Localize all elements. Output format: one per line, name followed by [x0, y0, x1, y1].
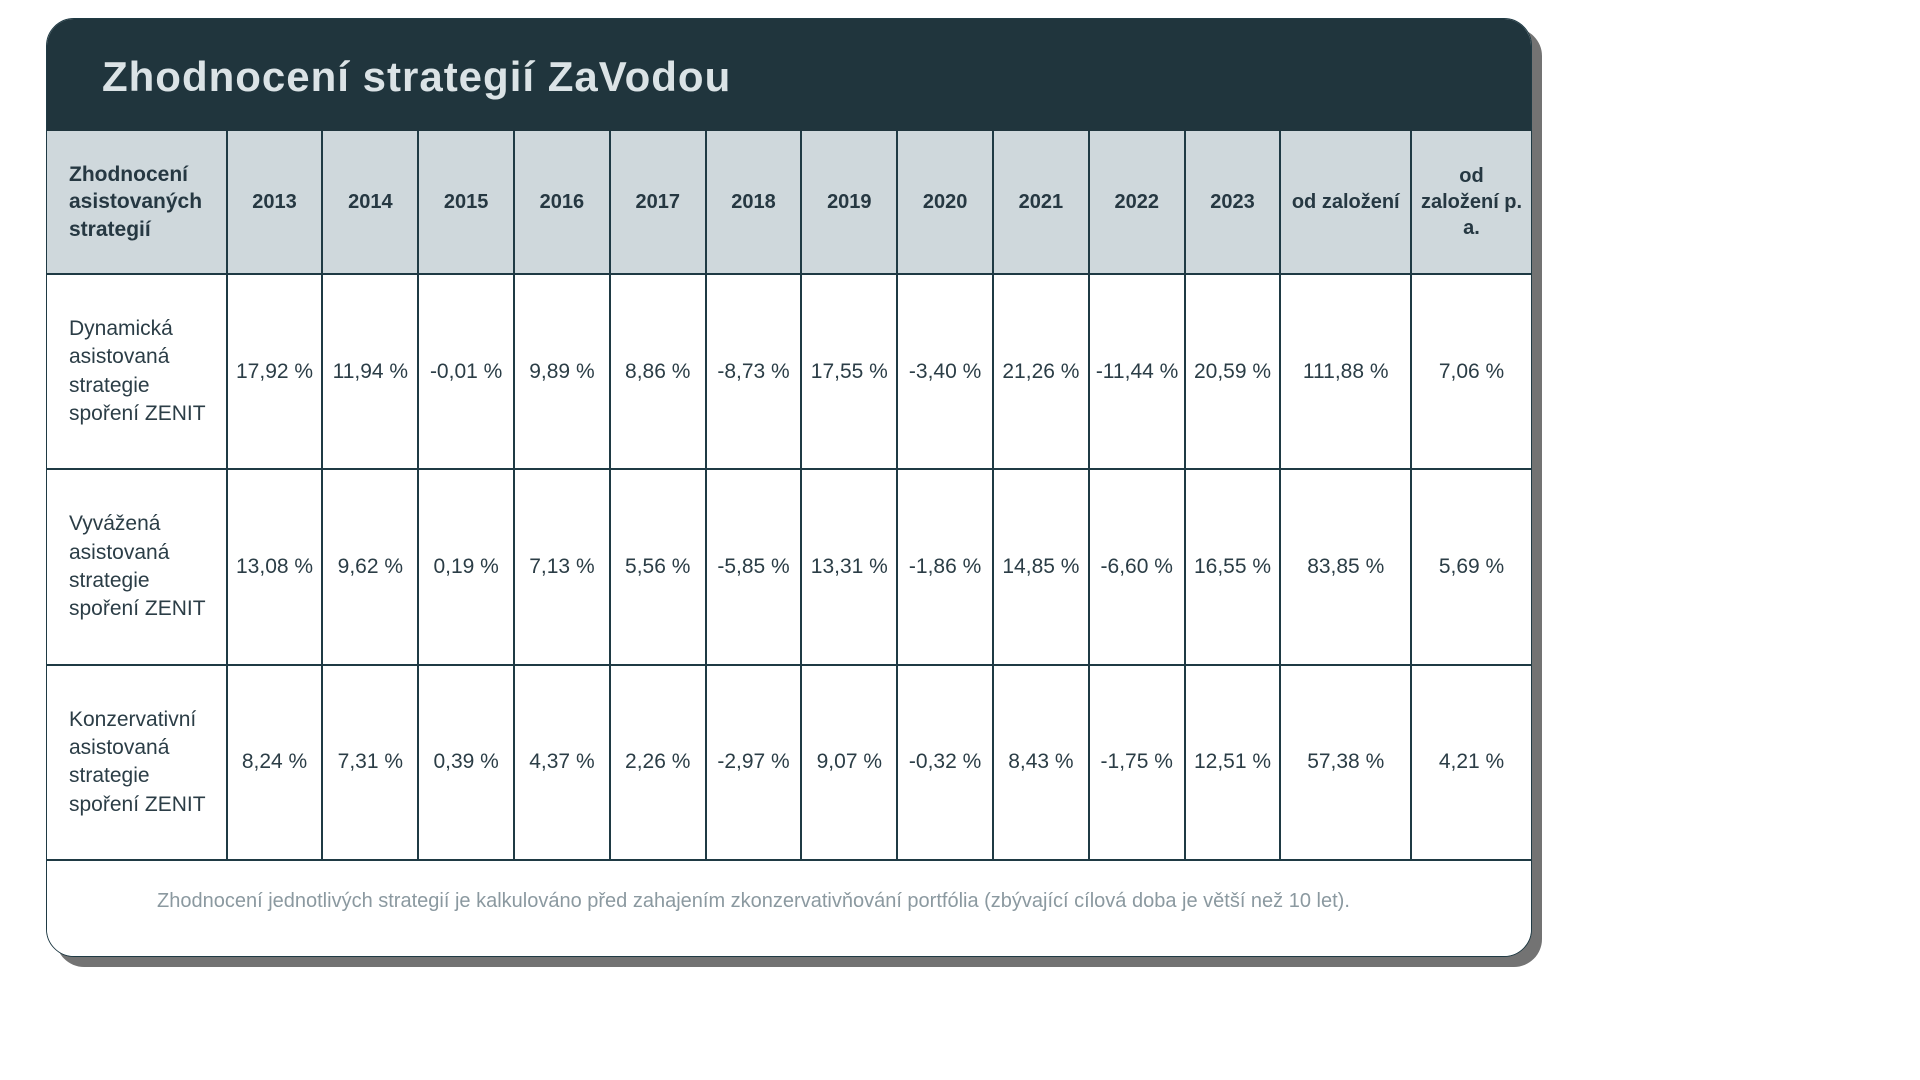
cell: -0,01 % — [418, 274, 514, 469]
row-label: Konzervativní asistovaná strategie spoře… — [47, 665, 227, 860]
cell: 2,26 % — [610, 665, 706, 860]
table-row: Vyvážená asistovaná strategie spoření ZE… — [47, 469, 1531, 664]
col-header-2022: 2022 — [1089, 131, 1185, 274]
card-header: Zhodnocení strategií ZaVodou — [47, 19, 1531, 131]
cell: -1,86 % — [897, 469, 993, 664]
cell: 0,19 % — [418, 469, 514, 664]
cell: 83,85 % — [1280, 469, 1411, 664]
col-header-since-start-pa: od založení p. a. — [1411, 131, 1531, 274]
col-header-2020: 2020 — [897, 131, 993, 274]
cell: 0,39 % — [418, 665, 514, 860]
row-label: Dynamická asistovaná strategie spoření Z… — [47, 274, 227, 469]
cell: 13,31 % — [801, 469, 897, 664]
col-header-2019: 2019 — [801, 131, 897, 274]
cell: -1,75 % — [1089, 665, 1185, 860]
cell: 12,51 % — [1185, 665, 1281, 860]
table-row: Konzervativní asistovaná strategie spoře… — [47, 665, 1531, 860]
cell: 11,94 % — [322, 274, 418, 469]
col-header-2015: 2015 — [418, 131, 514, 274]
col-header-2016: 2016 — [514, 131, 610, 274]
cell: 9,07 % — [801, 665, 897, 860]
cell: 17,92 % — [227, 274, 323, 469]
table-body: Dynamická asistovaná strategie spoření Z… — [47, 274, 1531, 860]
table-header-row: Zhodnocení asistovaných strategií 2013 2… — [47, 131, 1531, 274]
cell: 5,69 % — [1411, 469, 1531, 664]
strategy-card: Zhodnocení strategií ZaVodou Zhodnocení … — [46, 18, 1532, 957]
card-title: Zhodnocení strategií ZaVodou — [102, 53, 1476, 101]
cell: 21,26 % — [993, 274, 1089, 469]
cell: -0,32 % — [897, 665, 993, 860]
cell: -8,73 % — [706, 274, 802, 469]
col-header-2017: 2017 — [610, 131, 706, 274]
cell: 4,37 % — [514, 665, 610, 860]
cell: 7,31 % — [322, 665, 418, 860]
col-header-2018: 2018 — [706, 131, 802, 274]
cell: 8,86 % — [610, 274, 706, 469]
cell: 111,88 % — [1280, 274, 1411, 469]
cell: 8,43 % — [993, 665, 1089, 860]
cell: -3,40 % — [897, 274, 993, 469]
cell: 16,55 % — [1185, 469, 1281, 664]
col-header-2023: 2023 — [1185, 131, 1281, 274]
cell: 9,89 % — [514, 274, 610, 469]
cell: 7,06 % — [1411, 274, 1531, 469]
table-row: Dynamická asistovaná strategie spoření Z… — [47, 274, 1531, 469]
col-header-2021: 2021 — [993, 131, 1089, 274]
cell: 13,08 % — [227, 469, 323, 664]
cell: 20,59 % — [1185, 274, 1281, 469]
footnote: Zhodnocení jednotlivých strategií je kal… — [47, 861, 1531, 956]
cell: 9,62 % — [322, 469, 418, 664]
col-header-2013: 2013 — [227, 131, 323, 274]
cell: -2,97 % — [706, 665, 802, 860]
cell: 17,55 % — [801, 274, 897, 469]
cell: 4,21 % — [1411, 665, 1531, 860]
cell: 57,38 % — [1280, 665, 1411, 860]
cell: 8,24 % — [227, 665, 323, 860]
cell: 5,56 % — [610, 469, 706, 664]
cell: 7,13 % — [514, 469, 610, 664]
table-head: Zhodnocení asistovaných strategií 2013 2… — [47, 131, 1531, 274]
row-label: Vyvážená asistovaná strategie spoření ZE… — [47, 469, 227, 664]
cell: -6,60 % — [1089, 469, 1185, 664]
strategy-table: Zhodnocení asistovaných strategií 2013 2… — [47, 131, 1531, 861]
col-header-label: Zhodnocení asistovaných strategií — [47, 131, 227, 274]
cell: 14,85 % — [993, 469, 1089, 664]
col-header-since-start: od založení — [1280, 131, 1411, 274]
cell: -11,44 % — [1089, 274, 1185, 469]
col-header-2014: 2014 — [322, 131, 418, 274]
cell: -5,85 % — [706, 469, 802, 664]
